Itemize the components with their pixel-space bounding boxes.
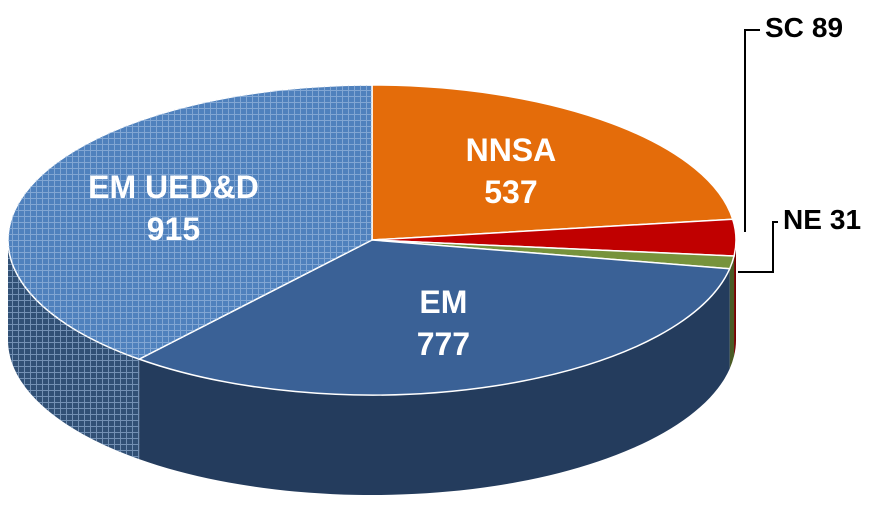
slice-hatch: [7, 85, 372, 360]
leader-line: [738, 221, 778, 273]
slice-value: 777: [417, 326, 470, 362]
leader-line: [744, 29, 760, 232]
slice-value: 537: [484, 174, 537, 210]
callout-value: 31: [830, 204, 861, 235]
slice: [371, 84, 734, 241]
callout-label: SC 89: [765, 12, 843, 43]
slice: [137, 239, 731, 396]
slice-label: EM: [419, 284, 467, 320]
slice-label: NNSA: [466, 132, 557, 168]
slice-side: [139, 268, 730, 496]
slice-side: [734, 240, 736, 357]
slice-label: EM UED&D: [88, 169, 259, 205]
callout-label: NE 31: [783, 204, 861, 235]
callout-name: SC: [765, 12, 804, 43]
slice-side-hatch: [8, 240, 140, 460]
callout-name: NE: [783, 204, 822, 235]
slice-value: 915: [147, 211, 200, 247]
callout-value: 89: [812, 12, 843, 43]
slice-side: [729, 256, 735, 369]
